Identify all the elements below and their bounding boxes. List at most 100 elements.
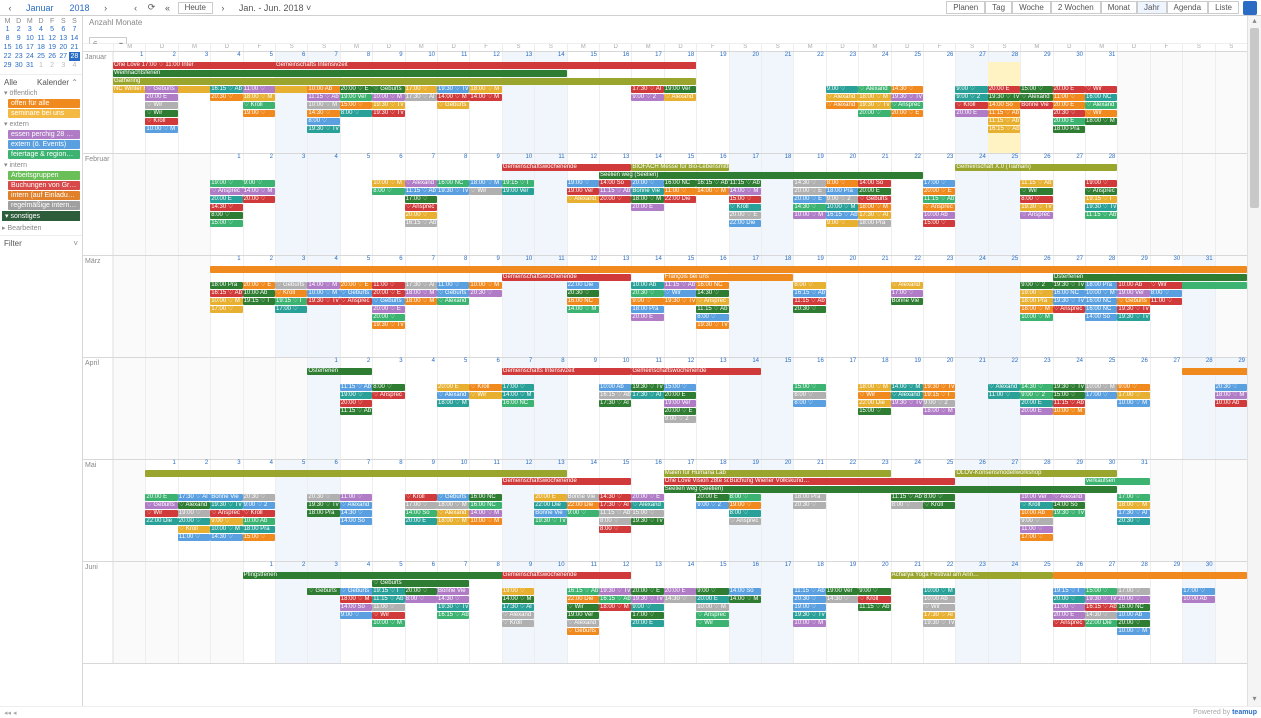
day-number[interactable]: 19	[891, 358, 923, 368]
event-chip[interactable]: 20:30 ♡	[567, 290, 599, 297]
cal-item[interactable]: intern (auf Einladung)	[8, 191, 80, 200]
event-chip[interactable]: 14:00 So	[599, 180, 631, 187]
event-chip[interactable]: 16:00 NC	[1085, 306, 1117, 313]
event-chip[interactable]: 11:15 ♡ Ab	[664, 282, 696, 289]
cal-item[interactable]: seminare bei uns	[8, 109, 80, 118]
scroll-up-icon[interactable]: ▴	[1248, 16, 1261, 28]
event-chip[interactable]: 9:00 ♡	[243, 180, 275, 187]
event-chip[interactable]: 18:00 ♡ M	[437, 518, 469, 525]
event-chip[interactable]: 22:00 Die	[664, 196, 696, 203]
event-chip[interactable]: 17:00 ♡	[891, 290, 923, 297]
event-chip[interactable]: ♡ Kroll	[1020, 502, 1052, 509]
sidebar-all-label[interactable]: Alle	[4, 78, 17, 87]
day-number[interactable]: 30	[1053, 52, 1085, 62]
event-bar[interactable]: verkaufsen	[1085, 478, 1150, 485]
day-number[interactable]: 13	[696, 358, 728, 368]
day-number[interactable]: 18	[761, 154, 793, 164]
event-chip[interactable]: 22:00 Die	[567, 282, 599, 289]
event-chip[interactable]: 15:00 ♡	[631, 510, 663, 517]
event-chip[interactable]: 10:00 ♡ M	[469, 282, 501, 289]
event-chip[interactable]: ♡ Geburts	[145, 86, 177, 93]
event-chip[interactable]: ♡ Alexand	[567, 196, 599, 203]
event-chip[interactable]: 10:00 ♡ M	[307, 102, 339, 109]
day-number[interactable]: 26	[1020, 154, 1052, 164]
day-number[interactable]: 23	[858, 460, 890, 470]
day-number[interactable]: 7	[405, 256, 437, 266]
event-chip[interactable]: 20:00 ♡ E	[631, 588, 663, 595]
event-chip[interactable]: 14:00 So	[858, 180, 890, 187]
day-number[interactable]: 7	[405, 154, 437, 164]
event-chip[interactable]: 18:00 Pra	[1020, 298, 1052, 305]
event-chip[interactable]: 8:00 ♡	[372, 188, 404, 195]
day-number[interactable]: 25	[923, 460, 955, 470]
event-chip[interactable]: 19:15 ♡ I	[275, 298, 307, 305]
event-chip[interactable]: 14:30 ♡	[696, 290, 728, 297]
event-chip[interactable]: 8:00 ♡	[891, 502, 923, 509]
day-number[interactable]: 15	[696, 562, 728, 572]
day-number[interactable]: 19	[826, 562, 858, 572]
day-number[interactable]: 15	[567, 52, 599, 62]
event-chip[interactable]: ♡ Ansprec	[891, 102, 923, 109]
day-number[interactable]: 8	[372, 460, 404, 470]
mini-cal-day[interactable]: 24	[24, 52, 35, 61]
event-chip[interactable]: 14:30 ♡	[1020, 384, 1052, 391]
day-number[interactable]: 28	[1085, 256, 1117, 266]
event-chip[interactable]: 18:00 Pra	[858, 220, 890, 227]
event-chip[interactable]: 19:30 ♡ Tv	[923, 384, 955, 391]
next-range-btn[interactable]: ›	[217, 2, 229, 14]
event-chip[interactable]: 16:00 NC	[469, 494, 501, 501]
day-number[interactable]: 8	[340, 52, 372, 62]
day-number[interactable]: 24	[955, 256, 987, 266]
event-chip[interactable]: 15:00 ♡	[340, 102, 372, 109]
event-chip[interactable]: 20:00 ♡	[599, 196, 631, 203]
day-number[interactable]: 22	[793, 52, 825, 62]
day-number[interactable]: 7	[340, 460, 372, 470]
day-number[interactable]: 3	[210, 460, 242, 470]
day-number[interactable]: 2	[243, 154, 275, 164]
event-chip[interactable]: 17:30 ♡ Al	[178, 494, 210, 501]
event-chip[interactable]: 14:00 So	[340, 604, 372, 611]
event-chip[interactable]: 11:15 ♡ Ab	[793, 588, 825, 595]
event-chip[interactable]: 20:30 ♡	[469, 290, 501, 297]
event-chip[interactable]: 15:00 ♡	[729, 196, 761, 203]
event-chip[interactable]: ♡ Kroll	[145, 118, 177, 125]
event-chip[interactable]: 16:15 ♡ Ab	[599, 392, 631, 399]
event-chip[interactable]: 11:15 ♡ Ab	[793, 298, 825, 305]
event-chip[interactable]: 20:00 ♡ E	[923, 188, 955, 195]
event-chip[interactable]: ♡ Ansprec	[923, 204, 955, 211]
event-chip[interactable]: 10:00 ♡ M	[210, 298, 242, 305]
day-number[interactable]: 15	[761, 358, 793, 368]
day-number[interactable]: 8	[469, 562, 501, 572]
event-chip[interactable]: ♡ Alexand	[1020, 94, 1052, 101]
day-number[interactable]: 22	[988, 358, 1020, 368]
event-chip[interactable]: 19:30 ♡ Tv	[437, 188, 469, 195]
event-chip[interactable]: ♡ Wir	[1150, 282, 1182, 289]
event-chip[interactable]: 9:00 ♡	[858, 588, 890, 595]
event-chip[interactable]: 14:30 ♡	[210, 534, 242, 541]
event-chip[interactable]: 20:00 ♡ E	[372, 306, 404, 313]
mini-cal-day[interactable]: 23	[13, 52, 24, 61]
event-chip[interactable]: 9:00 ♡	[826, 86, 858, 93]
event-chip[interactable]: 22:00 Die	[567, 502, 599, 509]
day-number[interactable]: 5	[243, 52, 275, 62]
event-chip[interactable]: 15:00 ♡	[1085, 588, 1117, 595]
mini-cal-day[interactable]: 29	[2, 61, 13, 70]
event-bar[interactable]: BIOFACH Messe für Bio-Lebensmittel	[631, 164, 728, 171]
event-bar[interactable]: François bei uns	[664, 274, 794, 281]
cal-group[interactable]: ▾ extern	[2, 119, 80, 129]
event-chip[interactable]: 20:30 ♡	[1117, 518, 1149, 525]
day-number[interactable]: 14	[664, 562, 696, 572]
event-chip[interactable]: 8:00 ♡	[1150, 290, 1182, 297]
day-number[interactable]: 23	[955, 562, 987, 572]
event-chip[interactable]: 20:00 E	[664, 588, 696, 595]
event-chip[interactable]: 20:00 E	[988, 86, 1020, 93]
day-number[interactable]: 19	[729, 460, 761, 470]
event-chip[interactable]: 19:30 ♡ Tv	[1053, 510, 1085, 517]
event-chip[interactable]: 17:30 ♡ Al	[599, 400, 631, 407]
day-number[interactable]: 16	[696, 256, 728, 266]
event-chip[interactable]: 9:00 ♡ 2	[826, 196, 858, 203]
kalender-toggle-icon[interactable]: ⌃	[71, 78, 78, 87]
view-btn-tag[interactable]: Tag	[985, 1, 1012, 14]
event-chip[interactable]: 18:00 Pra	[1053, 126, 1085, 133]
event-chip[interactable]: 18:00 Pra	[307, 510, 339, 517]
